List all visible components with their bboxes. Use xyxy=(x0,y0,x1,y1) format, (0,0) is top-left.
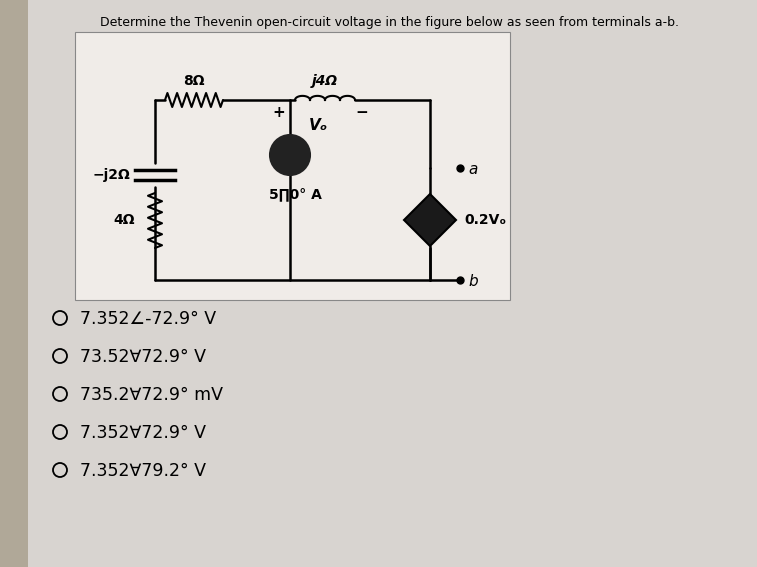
Circle shape xyxy=(53,425,67,439)
Text: Vₒ: Vₒ xyxy=(308,118,328,133)
Text: Determine the Thevenin open-circuit voltage in the figure below as seen from ter: Determine the Thevenin open-circuit volt… xyxy=(101,16,680,29)
Text: a: a xyxy=(468,162,478,176)
Text: 7.352∀79.2° V: 7.352∀79.2° V xyxy=(80,462,206,480)
Bar xyxy=(0,0,28,567)
Text: 7.352∀72.9° V: 7.352∀72.9° V xyxy=(80,424,206,442)
Circle shape xyxy=(53,387,67,401)
Text: b: b xyxy=(468,273,478,289)
Text: 735.2∀72.9° mV: 735.2∀72.9° mV xyxy=(80,386,223,404)
Text: 73.52∀72.9° V: 73.52∀72.9° V xyxy=(80,348,206,366)
Text: 4Ω: 4Ω xyxy=(114,213,135,227)
Text: +: + xyxy=(273,105,285,120)
Bar xyxy=(75,32,510,300)
Text: −j2Ω: −j2Ω xyxy=(92,168,130,182)
Circle shape xyxy=(270,135,310,175)
Text: j4Ω: j4Ω xyxy=(312,74,338,88)
Text: 8Ω: 8Ω xyxy=(183,74,204,88)
Text: 0.2Vₒ: 0.2Vₒ xyxy=(464,213,506,227)
Text: 5∏0° A: 5∏0° A xyxy=(269,187,322,201)
Circle shape xyxy=(53,463,67,477)
Text: 7.352∠-72.9° V: 7.352∠-72.9° V xyxy=(80,310,217,328)
Circle shape xyxy=(53,311,67,325)
Circle shape xyxy=(53,349,67,363)
Text: −: − xyxy=(355,105,368,120)
Polygon shape xyxy=(404,194,456,246)
